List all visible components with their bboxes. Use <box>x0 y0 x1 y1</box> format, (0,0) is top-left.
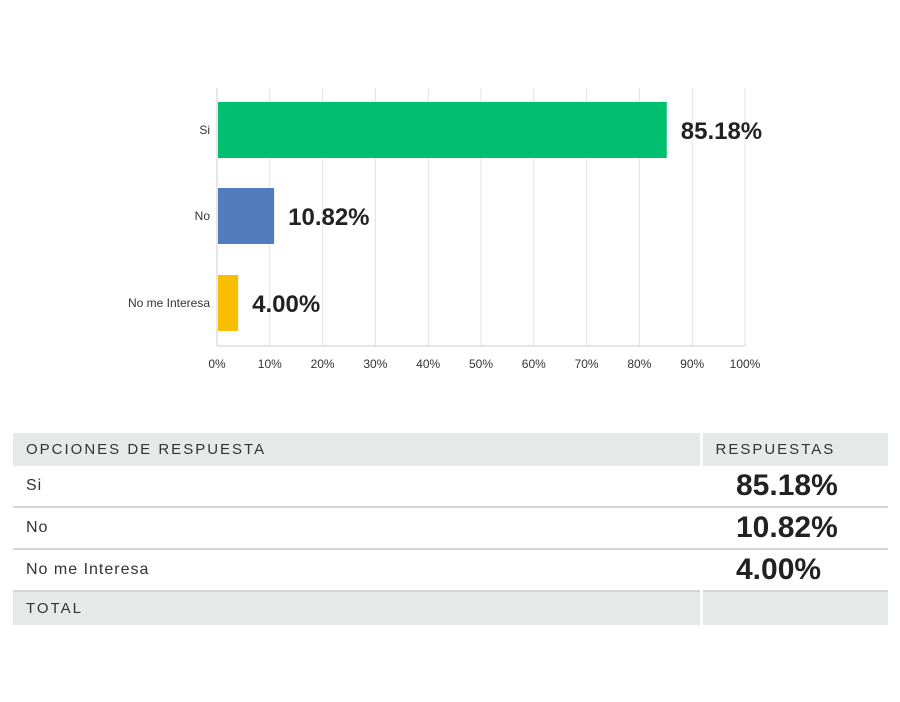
responses-table: OPCIONES DE RESPUESTA RESPUESTAS Si 85.1… <box>13 433 888 625</box>
x-tick-label: 10% <box>258 357 282 371</box>
category-label: Si <box>199 123 210 137</box>
x-tick-label: 100% <box>730 357 761 371</box>
x-tick-label: 30% <box>363 357 387 371</box>
category-label: No me Interesa <box>128 296 210 310</box>
data-label: 10.82% <box>288 204 369 231</box>
response-percent: 85.18% <box>736 469 838 502</box>
table-total-row: TOTAL <box>13 591 888 625</box>
x-tick-label: 20% <box>311 357 335 371</box>
option-label: No <box>26 519 49 536</box>
header-options: OPCIONES DE RESPUESTA <box>26 440 267 458</box>
category-label: No <box>195 209 211 223</box>
table-row: No 10.82% <box>13 507 888 550</box>
x-tick-label: 90% <box>680 357 704 371</box>
bar-chart: 0% 10% 20% 30% 40% 50% 60% 70% 80% 90% 100% Si 85.18… <box>128 88 762 371</box>
x-tick-label: 60% <box>522 357 546 371</box>
x-tick-label: 40% <box>416 357 440 371</box>
option-label: No me Interesa <box>26 561 150 578</box>
x-tick-label: 0% <box>208 357 226 371</box>
total-label: TOTAL <box>26 599 83 617</box>
x-tick-label: 50% <box>469 357 493 371</box>
bar <box>218 188 275 244</box>
chart-svg: 0% 10% 20% 30% 40% 50% 60% 70% 80% 90% 100% Si 85.18… <box>128 88 762 371</box>
header-responses: RESPUESTAS <box>715 440 836 458</box>
table-row: No me Interesa 4.00% <box>13 549 888 592</box>
x-tick-label: 80% <box>627 357 651 371</box>
table-row: Si 85.18% <box>13 466 888 508</box>
response-percent: 4.00% <box>736 553 822 586</box>
table-header-row: OPCIONES DE RESPUESTA RESPUESTAS <box>13 433 888 466</box>
x-tick-label: 70% <box>575 357 599 371</box>
data-label: 4.00% <box>252 291 320 318</box>
option-label: Si <box>26 477 43 494</box>
bar <box>218 275 239 331</box>
data-label: 85.18% <box>681 118 762 145</box>
bar <box>218 102 667 158</box>
response-percent: 10.82% <box>736 511 838 544</box>
total-value <box>703 600 716 617</box>
